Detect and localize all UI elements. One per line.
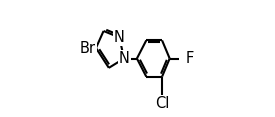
Text: Cl: Cl	[155, 96, 169, 111]
Text: Br: Br	[79, 41, 96, 56]
Text: N: N	[119, 51, 130, 66]
Text: F: F	[185, 51, 194, 66]
Text: N: N	[114, 30, 125, 45]
